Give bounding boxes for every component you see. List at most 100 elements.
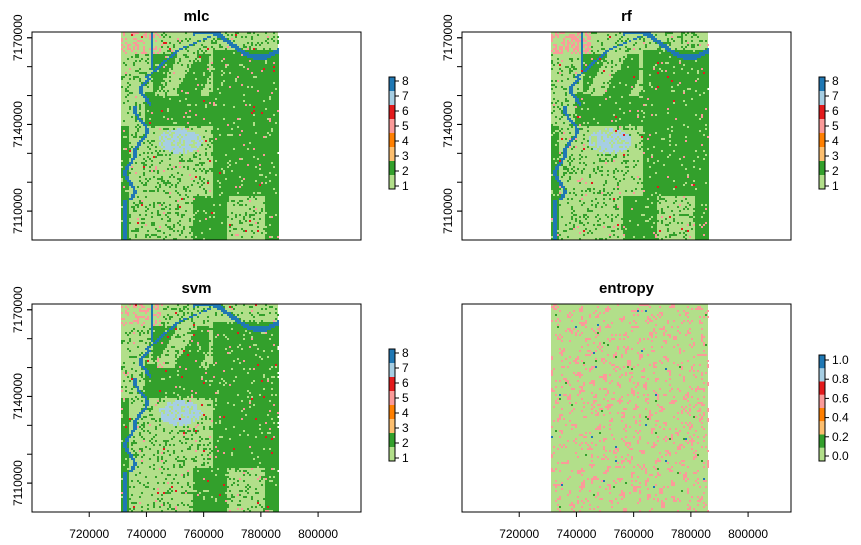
legend-label: 4 [402, 134, 409, 148]
legend-swatch [389, 133, 395, 147]
legend-swatch [819, 77, 825, 91]
y-tick-label: 7110000 [11, 188, 25, 234]
x-tick-label: 780000 [241, 527, 281, 541]
legend-label: 1.0 [832, 353, 849, 367]
legend-border [818, 354, 826, 462]
legend-label: 2 [402, 164, 409, 178]
legend-swatch [819, 119, 825, 133]
legend-label: 8 [402, 346, 409, 360]
legend-label: 5 [402, 391, 409, 405]
legend-label: 7 [402, 361, 409, 375]
legend-swatch [819, 394, 825, 408]
legend-label: 3 [402, 421, 409, 435]
legend-swatch [819, 175, 825, 189]
legend-swatch [389, 91, 395, 105]
y-tick-label: 7140000 [441, 101, 455, 148]
legend-swatch [389, 77, 395, 91]
raster-cells [125, 304, 277, 508]
legend-label: 8 [832, 74, 839, 88]
legend-swatch [819, 105, 825, 119]
raster-mlc [121, 32, 279, 240]
panel-title: entropy [599, 280, 655, 297]
y-tick-label: 7170000 [11, 286, 25, 333]
y-tick-label: 7170000 [11, 14, 25, 61]
raster-svm [121, 304, 279, 512]
raster-cells [589, 128, 631, 154]
legend-swatch [389, 377, 395, 391]
legend-swatch [389, 147, 395, 161]
raster-cells [159, 128, 203, 154]
legend-entropy: 0.0 0.2 0.4 0.6 0.8 1.0 [818, 353, 849, 463]
legend-label: 1 [402, 451, 409, 465]
legend-label: 6 [402, 376, 409, 390]
legend-label: 2 [402, 436, 409, 450]
legend-label: 4 [402, 406, 409, 420]
legend-swatch [819, 447, 825, 461]
legend-label: 5 [402, 119, 409, 133]
legend-swatch [819, 161, 825, 175]
legend-label: 0.4 [832, 411, 849, 425]
legend-label: 6 [402, 104, 409, 118]
x-tick-label: 800000 [728, 527, 768, 541]
legend-swatch [389, 433, 395, 447]
panel-title: rf [621, 8, 633, 25]
legend-border [388, 76, 396, 190]
legend-swatch [389, 349, 395, 363]
y-tick-label: 7110000 [441, 188, 455, 234]
legend-swatch [819, 368, 825, 382]
legend-swatch [819, 421, 825, 435]
x-tick-label: 720000 [499, 527, 539, 541]
plot-frame [31, 303, 362, 513]
legend-label: 1 [832, 179, 839, 193]
legend-swatch [389, 363, 395, 377]
legend-label: 6 [832, 104, 839, 118]
y-tick-label: 7140000 [11, 101, 25, 148]
x-tick-label: 800000 [298, 527, 338, 541]
plot-frame [461, 303, 792, 513]
x-tick-label: 760000 [614, 527, 654, 541]
legend-label: 3 [402, 149, 409, 163]
x-tick-label: 780000 [671, 527, 711, 541]
panel-entropy: entropy 720000 740000 760000 780000 800000 0.0… [461, 280, 849, 541]
legend-swatch [389, 175, 395, 189]
legend-swatch [819, 355, 825, 369]
legend-swatch [819, 434, 825, 448]
raster-cells [121, 32, 279, 238]
raster-rf [551, 32, 709, 240]
legend-label: 0.2 [832, 430, 849, 444]
legend-label: 1 [402, 179, 409, 193]
legend-label: 0.0 [832, 449, 849, 463]
legend-swatch [389, 161, 395, 175]
x-tick-label: 740000 [556, 527, 596, 541]
legend-swatch [389, 119, 395, 133]
legend-swatch [819, 408, 825, 422]
legend-label: 0.6 [832, 391, 849, 405]
legend-border [818, 76, 826, 190]
y-tick-label: 7110000 [11, 460, 25, 506]
panel-svm: svm 7110000 7140000 7170000 720000 740000 7600… [11, 280, 409, 541]
legend-label: 3 [832, 149, 839, 163]
legend-swatch [389, 405, 395, 419]
legend-swatch [819, 147, 825, 161]
legend-label: 7 [402, 89, 409, 103]
x-tick-label: 760000 [184, 527, 224, 541]
y-tick-label: 7170000 [441, 14, 455, 61]
raster-cells [121, 32, 279, 240]
x-tick-label: 740000 [126, 527, 166, 541]
legend-border [388, 348, 396, 462]
legend-label: 8 [402, 74, 409, 88]
plot-frame [461, 31, 792, 241]
raster-cells [159, 400, 203, 426]
legend-label: 2 [832, 164, 839, 178]
panel-title: svm [181, 280, 211, 297]
legend-swatch [819, 91, 825, 105]
legend-swatch [819, 133, 825, 147]
legend-label: 5 [832, 119, 839, 133]
x-tick-label: 720000 [69, 527, 109, 541]
legend-label: 0.8 [832, 372, 849, 386]
